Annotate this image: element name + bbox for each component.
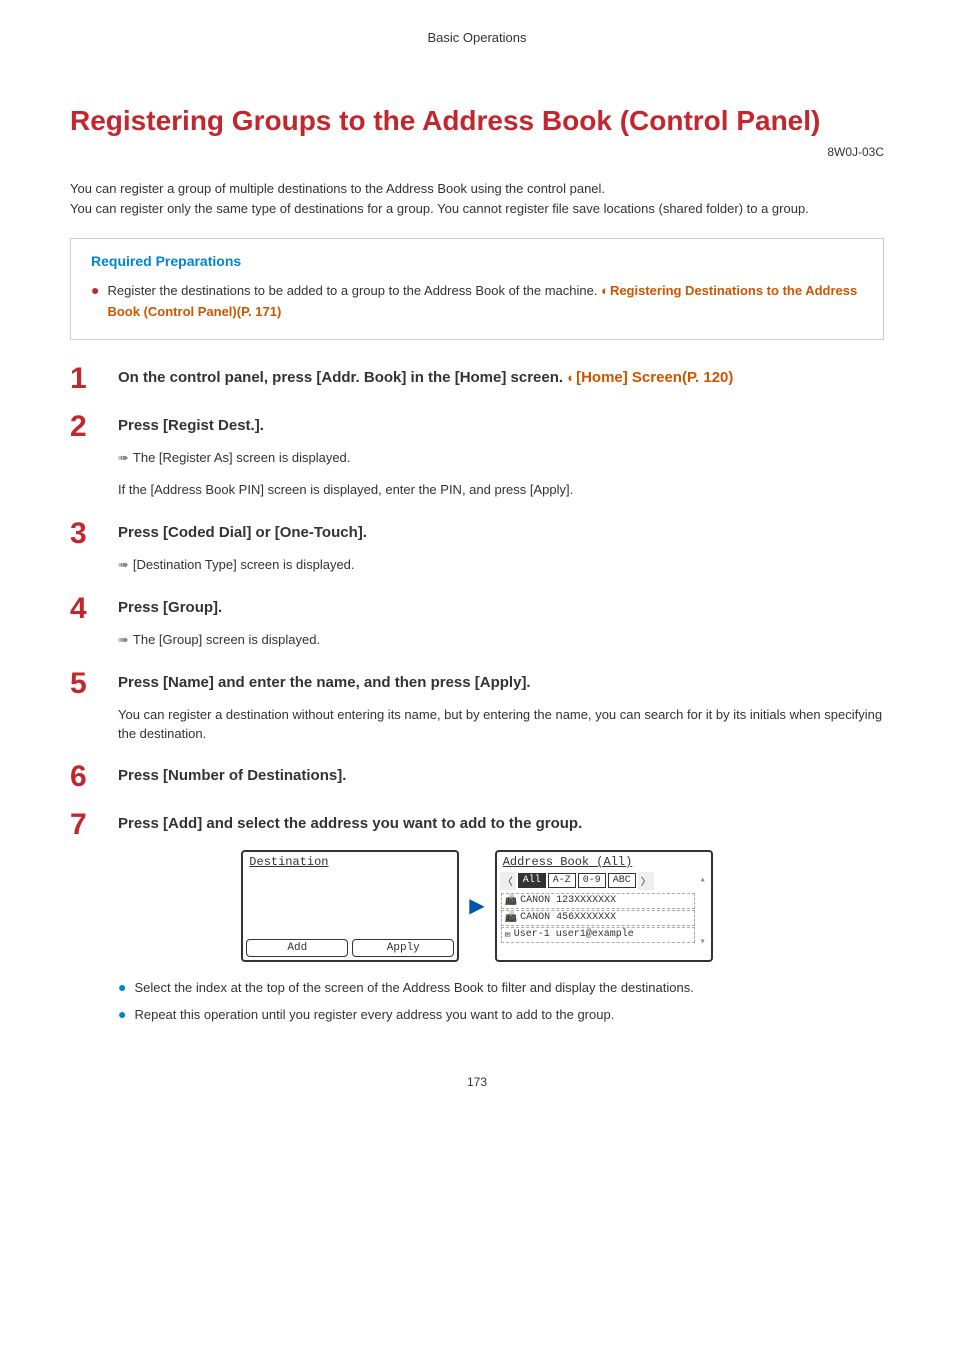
address-row[interactable]: 📠CANON 123XXXXXXX (501, 893, 695, 909)
bullet-icon: ● (118, 978, 126, 998)
fax-icon: 📠 (505, 912, 517, 924)
step-title: On the control panel, press [Addr. Book]… (118, 364, 733, 390)
step-num: 7 (70, 810, 118, 840)
tab-az[interactable]: A-Z (548, 873, 576, 888)
link-icon: ◐ (601, 283, 609, 298)
mail-icon: ✉ (505, 929, 511, 941)
step-title: Press [Coded Dial] or [One-Touch]. (118, 519, 367, 545)
prep-title: Required Preparations (91, 253, 863, 269)
fax-icon: 📠 (505, 895, 517, 907)
lcd-destination: Destination Add Apply (241, 850, 459, 962)
tab-all[interactable]: All (518, 873, 546, 888)
lcd-tabs: 〈 All A-Z 0-9 ABC 〉 (497, 870, 711, 892)
lcd-address-book: Address Book (All) 〈 All A-Z 0-9 ABC 〉 📠… (495, 850, 713, 962)
step-title: Press [Group]. (118, 594, 222, 620)
step-6: 6 Press [Number of Destinations]. (70, 762, 884, 792)
tail-bullet: ● Repeat this operation until you regist… (118, 1005, 884, 1026)
step-4: 4 Press [Group]. The [Group] screen is d… (70, 594, 884, 651)
step-subnote: You can register a destination without e… (118, 705, 884, 744)
tail-bullet: ● Select the index at the top of the scr… (118, 978, 884, 999)
step-result: The [Group] screen is displayed. (118, 630, 884, 651)
step-3: 3 Press [Coded Dial] or [One-Touch]. [De… (70, 519, 884, 576)
lcd-screens: Destination Add Apply ▶ Address Book (Al… (70, 850, 884, 962)
lcd-title: Destination (243, 852, 457, 870)
bullet-icon: ● (118, 1005, 126, 1025)
arrow-icon: ▶ (469, 893, 484, 918)
step-2: 2 Press [Regist Dest.]. The [Register As… (70, 412, 884, 502)
home-screen-link[interactable]: [Home] Screen(P. 120) (576, 369, 733, 386)
intro-text: You can register a group of multiple des… (70, 179, 884, 218)
step-num: 4 (70, 594, 118, 624)
step-7: 7 Press [Add] and select the address you… (70, 810, 884, 840)
step-title: Press [Add] and select the address you w… (118, 810, 582, 836)
doc-section-header: Basic Operations (70, 30, 884, 45)
link-icon: ◐ (567, 370, 575, 385)
step-result: The [Register As] screen is displayed. (118, 448, 884, 469)
tab-09[interactable]: 0-9 (578, 873, 606, 888)
step-title: Press [Regist Dest.]. (118, 412, 264, 438)
step-num: 2 (70, 412, 118, 442)
step-result: [Destination Type] screen is displayed. (118, 555, 884, 576)
step-title: Press [Number of Destinations]. (118, 762, 346, 788)
step-5: 5 Press [Name] and enter the name, and t… (70, 669, 884, 744)
step-1: 1 On the control panel, press [Addr. Boo… (70, 364, 884, 394)
scroll-indicator: ▴▾ (697, 874, 709, 948)
required-prep-box: Required Preparations ● Register the des… (70, 238, 884, 340)
tail-bullets: ● Select the index at the top of the scr… (118, 978, 884, 1026)
page-title: Registering Groups to the Address Book (… (70, 105, 884, 137)
prep-item: ● Register the destinations to be added … (91, 281, 863, 323)
tab-abc[interactable]: ABC (608, 873, 636, 888)
lcd-apply-button[interactable]: Apply (352, 939, 454, 957)
address-row[interactable]: 📠CANON 456XXXXXXX (501, 910, 695, 926)
step-num: 6 (70, 762, 118, 792)
bullet-icon: ● (91, 281, 99, 301)
step-num: 1 (70, 364, 118, 394)
doc-id: 8W0J-03C (70, 145, 884, 159)
step-note: If the [Address Book PIN] screen is disp… (118, 480, 884, 501)
tab-next[interactable]: 〉 (638, 872, 654, 890)
lcd-add-button[interactable]: Add (246, 939, 348, 957)
tab-prev[interactable]: 〈 (500, 872, 516, 890)
prep-text: Register the destinations to be added to… (107, 283, 601, 298)
step-title: Press [Name] and enter the name, and the… (118, 669, 531, 695)
step-num: 5 (70, 669, 118, 699)
step-num: 3 (70, 519, 118, 549)
address-row[interactable]: ✉User-1 user1@example (501, 927, 695, 943)
lcd-title: Address Book (All) (497, 852, 711, 870)
page-number: 173 (70, 1075, 884, 1089)
